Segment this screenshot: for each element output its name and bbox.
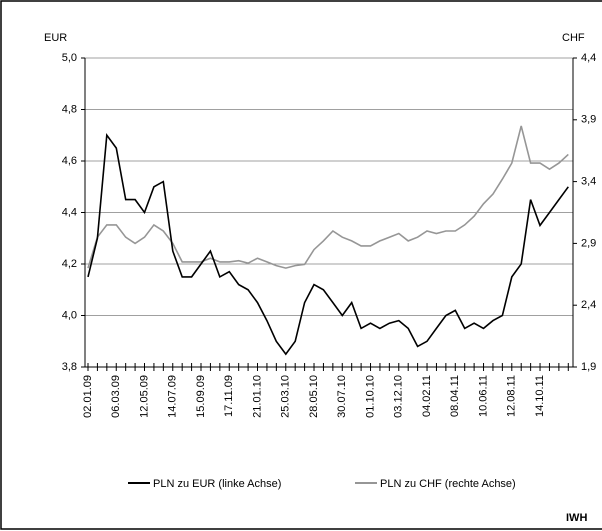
x-tick-label: 28.05.10 (308, 375, 320, 418)
x-tick-label: 12.08.11 (506, 375, 518, 417)
y2-tick-label: 4,4 (581, 52, 596, 64)
legend-label: PLN zu CHF (rechte Achse) (380, 478, 516, 490)
y-tick-label: 4,6 (62, 155, 77, 167)
y2-tick-label: 2,9 (581, 237, 596, 249)
y-tick-label: 5,0 (62, 52, 77, 64)
x-tick-label: 15.09.09 (195, 375, 207, 418)
x-tick-label: 21.01.10 (251, 375, 263, 418)
x-tick-label: 10.06.11 (477, 375, 489, 417)
x-tick-label: 04.02.11 (421, 375, 433, 417)
x-tick-label: 14.07.09 (167, 375, 179, 418)
y-tick-label: 3,8 (62, 361, 77, 373)
y-tick-label: 4,2 (62, 258, 77, 270)
x-tick-label: 06.03.09 (110, 375, 122, 418)
y2-tick-label: 3,9 (581, 114, 596, 126)
x-tick-label: 12.05.09 (138, 375, 150, 418)
y-tick-label: 4,4 (62, 206, 77, 218)
y2-axis-label: CHF (562, 32, 585, 44)
data-line (87, 125, 569, 269)
x-tick-label: 25.03.10 (280, 375, 292, 418)
legend-label: PLN zu EUR (linke Achse) (153, 478, 281, 490)
x-tick-label: 02.01.09 (82, 375, 94, 418)
x-tick-label: 30.07.10 (336, 375, 348, 418)
y2-tick-label: 2,4 (581, 299, 596, 311)
y-axis-label: EUR (44, 32, 67, 44)
y2-tick-label: 3,4 (581, 176, 596, 188)
x-tick-label: 14.10.11 (534, 375, 546, 417)
x-tick-label: 01.10.10 (364, 375, 376, 418)
data-line (87, 133, 569, 356)
y2-tick-label: 1,9 (581, 361, 596, 373)
y-tick-label: 4,8 (62, 103, 77, 115)
y-tick-label: 4,0 (62, 309, 77, 321)
source-logo: IWH (566, 512, 587, 524)
x-tick-label: 08.04.11 (449, 375, 461, 417)
x-tick-label: 03.12.10 (393, 375, 405, 418)
x-tick-label: 17.11.09 (223, 375, 235, 417)
